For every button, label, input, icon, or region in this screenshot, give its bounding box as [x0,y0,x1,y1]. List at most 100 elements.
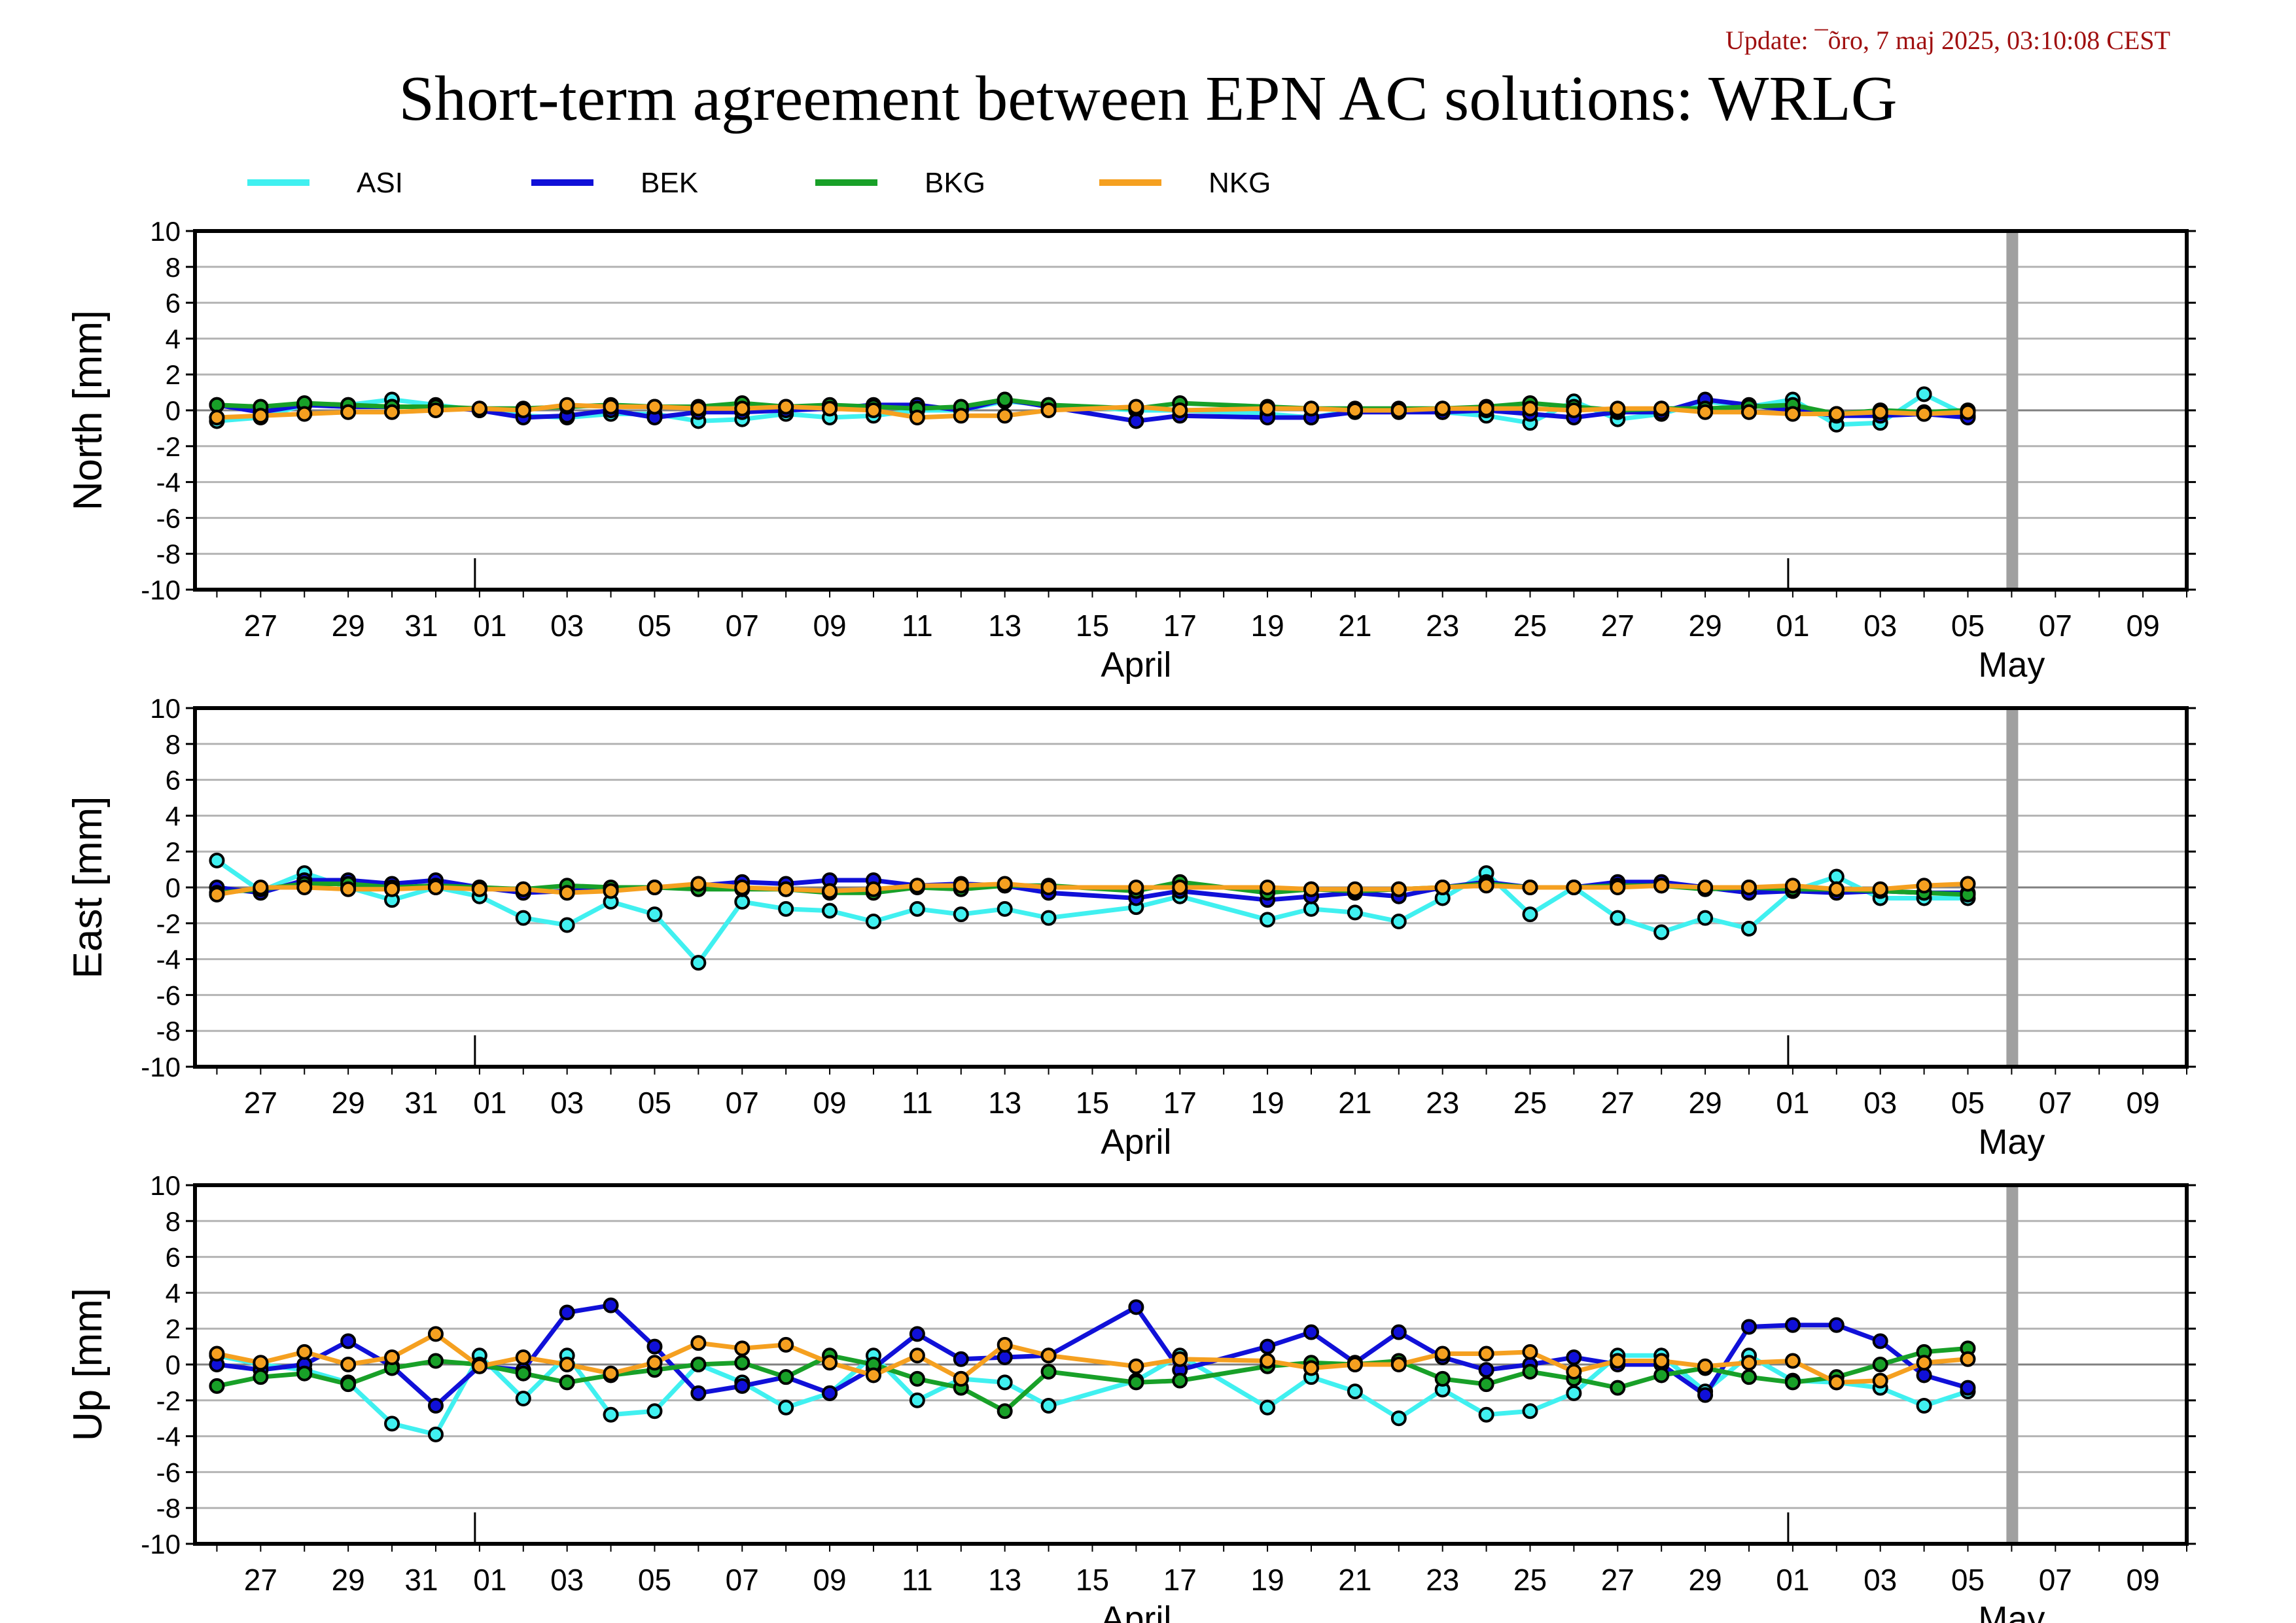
x-tick-label: 03 [1863,609,1897,643]
x-tick-label: 13 [988,1563,1021,1597]
plot-frame [193,229,2189,592]
x-tick-label: 21 [1338,1086,1371,1120]
data-point-nkg [1390,1357,1407,1372]
data-point-asi [822,902,838,919]
data-point-nkg [1610,401,1626,417]
data-point-bek [1128,413,1144,429]
data-point-bek [1916,1367,1932,1383]
data-point-nkg [1960,1351,1976,1367]
x-tick-label: 01 [473,1563,506,1597]
data-point-nkg [340,1357,357,1372]
data-point-asi [1347,1383,1363,1400]
y-tick-label: -10 [141,575,181,605]
data-point-nkg [1960,876,1976,892]
x-tick-label: 05 [1951,1086,1985,1120]
data-point-asi [953,906,969,923]
data-point-nkg [1172,880,1188,895]
data-point-nkg [1522,401,1538,417]
x-tick-label: 25 [1513,1086,1547,1120]
x-tick-label: 05 [638,609,671,643]
legend-label-bkg: BKG [925,167,985,199]
data-point-nkg [515,402,531,418]
x-tick-label: 07 [2039,609,2072,643]
data-point-bkg [690,1357,707,1372]
y-tick-label: 4 [166,800,181,831]
x-tick-label: 25 [1513,609,1547,643]
month-label: May [1978,1599,2045,1623]
data-point-bek [646,1338,663,1355]
month-label: May [1978,645,2045,685]
data-point-bek [340,1333,357,1349]
data-point-nkg [909,409,925,425]
data-point-nkg [296,406,313,422]
data-point-nkg [559,885,575,901]
data-point-nkg [1128,880,1144,895]
data-point-asi [603,1406,619,1423]
legend-label-bek: BEK [641,167,698,199]
x-tick-label: 09 [2127,609,2160,643]
data-point-asi [646,906,663,923]
y-tick-label: -10 [141,1529,181,1560]
x-tick-label: 03 [550,1563,584,1597]
y-tick-label: -8 [156,1016,181,1046]
data-point-nkg [1566,402,1582,418]
data-point-nkg [253,408,269,424]
data-point-asi [209,852,225,868]
data-point-nkg [1434,1346,1451,1362]
data-point-asi [1040,910,1057,926]
data-point-nkg [1610,1353,1626,1369]
data-point-nkg [953,878,969,894]
y-tick-label: 2 [166,836,181,867]
data-point-bkg [1128,1374,1144,1391]
data-point-nkg [690,876,707,892]
y-tick-label: -8 [156,539,181,569]
data-point-asi [909,901,925,917]
x-tick-label: 29 [1689,1563,1722,1597]
y-tick-label: 10 [150,216,181,247]
data-point-nkg [1478,401,1494,417]
month-label: April [1101,1122,1171,1162]
data-point-bkg [1872,1357,1888,1372]
y-tick-label: -6 [156,980,181,1010]
y-tick-label: -10 [141,1052,181,1082]
x-tick-label: 07 [2039,1086,2072,1120]
data-point-bek [1740,1319,1757,1335]
data-point-nkg [1522,1344,1538,1360]
x-tick-label: 15 [1076,1086,1109,1120]
data-point-nkg [997,876,1013,892]
y-tick-label: -6 [156,1457,181,1488]
data-point-nkg [1347,402,1363,418]
data-point-asi [1390,914,1407,930]
data-point-nkg [1303,401,1319,417]
x-tick-label: 27 [1601,609,1634,643]
data-point-asi [1347,904,1363,921]
x-tick-label: 09 [2127,1086,2160,1120]
y-tick-label: 8 [166,1206,181,1237]
data-point-bek [1828,1317,1845,1333]
data-point-nkg [1740,880,1757,895]
data-point-asi [427,1426,444,1442]
data-point-nkg [296,1344,313,1360]
data-point-asi [384,1416,400,1432]
x-tick-label: 27 [244,1563,277,1597]
data-point-nkg [822,401,838,417]
markers-nkg [209,876,1976,902]
x-tick-label: 29 [332,1086,365,1120]
data-point-nkg [384,404,400,420]
month-label: April [1101,645,1171,685]
data-point-bkg [1478,1376,1494,1393]
panel-east: 10 8 6 4 2 0 -2 -4 -6 -8 -10 East [mm] 27 29 31 01 03 05 0… [65,693,2196,1162]
data-point-nkg [1172,402,1188,418]
data-point-asi [515,910,531,926]
y-tick-label: 10 [150,693,181,724]
data-point-asi [909,1392,925,1408]
x-tick-label: 05 [1951,1563,1985,1597]
data-point-nkg [646,880,663,895]
legend-item-nkg: NKG [1099,167,1271,199]
y-tick-label: 4 [166,323,181,354]
data-point-asi [1697,910,1714,926]
data-point-bek [1784,1317,1801,1333]
data-point-nkg [822,883,838,899]
data-point-nkg [778,399,794,415]
x-tick-label: 01 [473,609,506,643]
